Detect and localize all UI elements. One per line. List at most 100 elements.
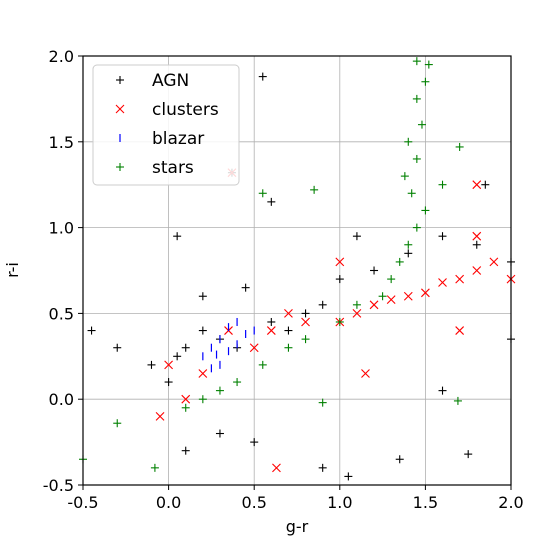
data-point-stars bbox=[301, 335, 310, 344]
data-point-stars bbox=[453, 396, 462, 405]
data-point-clusters bbox=[352, 309, 362, 318]
data-point-agn bbox=[147, 360, 156, 369]
legend-marker-agn bbox=[116, 76, 124, 84]
data-point-clusters bbox=[361, 369, 370, 378]
y-tick-label: 2.0 bbox=[49, 47, 74, 66]
y-tick-label: 0.0 bbox=[49, 390, 74, 409]
data-point-stars bbox=[181, 403, 190, 412]
legend-marker-clusters bbox=[115, 104, 125, 114]
data-point-stars bbox=[258, 360, 267, 369]
legend-box bbox=[92, 64, 240, 186]
data-point-agn bbox=[464, 450, 473, 459]
data-point-stars bbox=[215, 386, 224, 395]
data-point-stars bbox=[412, 223, 421, 232]
data-point-stars bbox=[424, 60, 433, 69]
legend: AGN clusters blazar stars bbox=[92, 64, 240, 186]
data-point-agn bbox=[301, 309, 310, 318]
data-point-clusters bbox=[403, 291, 413, 301]
data-point-agn bbox=[164, 378, 173, 387]
data-point-agn bbox=[181, 446, 190, 455]
data-point-stars bbox=[421, 77, 430, 86]
y-tick-label: 1.0 bbox=[49, 219, 74, 238]
data-point-agn bbox=[370, 266, 379, 275]
x-tick-label: 2.0 bbox=[498, 493, 523, 512]
data-point-stars bbox=[412, 94, 421, 103]
data-point-clusters bbox=[164, 360, 173, 370]
legend-label-blazar: blazar bbox=[152, 129, 204, 149]
data-point-agn bbox=[395, 455, 404, 464]
x-tick-label: -0.5 bbox=[67, 493, 98, 512]
data-point-agn bbox=[87, 326, 96, 335]
x-tick-label: 1.5 bbox=[413, 493, 438, 512]
data-point-agn bbox=[318, 463, 327, 472]
data-point-stars bbox=[233, 378, 242, 387]
data-point-agn bbox=[404, 249, 413, 258]
x-tick-label: 1.0 bbox=[327, 493, 352, 512]
y-tick-label: 1.5 bbox=[49, 133, 74, 152]
data-point-clusters bbox=[472, 231, 482, 241]
data-point-stars bbox=[335, 317, 344, 326]
data-point-stars bbox=[352, 300, 361, 309]
plot-frame bbox=[82, 55, 512, 486]
data-point-agn bbox=[267, 197, 276, 206]
data-point-clusters bbox=[438, 278, 447, 287]
legend-label-clusters: clusters bbox=[152, 100, 219, 120]
data-point-stars bbox=[387, 275, 396, 284]
data-point-clusters bbox=[421, 288, 430, 298]
data-point-agn bbox=[258, 72, 267, 81]
data-point-agn bbox=[481, 180, 490, 189]
legend-label-agn: AGN bbox=[152, 71, 189, 91]
data-point-stars bbox=[412, 57, 421, 66]
data-point-agn bbox=[181, 343, 190, 352]
data-point-clusters bbox=[301, 317, 310, 327]
legend-label-stars: stars bbox=[152, 158, 194, 178]
data-point-clusters bbox=[155, 411, 165, 421]
data-point-agn bbox=[250, 438, 259, 447]
data-point-stars bbox=[417, 120, 426, 129]
data-point-stars bbox=[258, 189, 267, 198]
data-point-stars bbox=[421, 206, 430, 215]
x-tick-label: 0.5 bbox=[241, 493, 266, 512]
data-point-stars bbox=[400, 172, 409, 181]
data-point-agn bbox=[318, 300, 327, 309]
data-point-clusters bbox=[455, 326, 465, 335]
data-point-clusters bbox=[272, 463, 281, 473]
data-point-agn bbox=[438, 232, 447, 241]
data-point-agn bbox=[198, 326, 207, 335]
data-point-clusters bbox=[369, 300, 379, 310]
y-axis-ticks: -0.5 0.0 0.5 1.0 1.5 2.0 bbox=[43, 47, 83, 495]
data-point-agn bbox=[215, 429, 224, 438]
data-point-clusters bbox=[335, 257, 345, 267]
data-point-agn bbox=[344, 472, 353, 481]
data-point-stars bbox=[310, 185, 319, 194]
x-axis-ticks: -0.5 0.0 0.5 1.0 1.5 2.0 bbox=[67, 485, 524, 512]
grid-lines bbox=[82, 55, 512, 486]
data-point-stars bbox=[395, 257, 404, 266]
y-axis-label: r-i bbox=[3, 262, 22, 278]
data-point-stars bbox=[113, 419, 122, 428]
data-point-agn bbox=[173, 232, 182, 241]
data-point-clusters bbox=[472, 180, 482, 190]
data-point-agn bbox=[438, 386, 447, 395]
data-point-clusters bbox=[266, 326, 276, 335]
data-point-clusters bbox=[181, 394, 191, 404]
data-point-agn bbox=[335, 275, 344, 284]
data-point-stars bbox=[412, 154, 421, 163]
data-point-stars bbox=[404, 137, 413, 146]
legend-marker-stars bbox=[116, 163, 124, 171]
data-point-agn bbox=[267, 317, 276, 326]
data-point-stars bbox=[438, 180, 447, 189]
data-point-agn bbox=[352, 232, 361, 241]
data-point-stars bbox=[378, 292, 387, 301]
data-point-stars bbox=[150, 463, 159, 472]
data-point-stars bbox=[198, 395, 207, 404]
data-point-clusters bbox=[284, 309, 293, 318]
data-point-agn bbox=[113, 343, 122, 352]
data-point-stars bbox=[455, 142, 464, 151]
data-point-clusters bbox=[455, 274, 465, 284]
data-point-clusters bbox=[198, 369, 208, 378]
data-point-stars bbox=[404, 240, 413, 249]
data-point-clusters bbox=[386, 295, 396, 305]
